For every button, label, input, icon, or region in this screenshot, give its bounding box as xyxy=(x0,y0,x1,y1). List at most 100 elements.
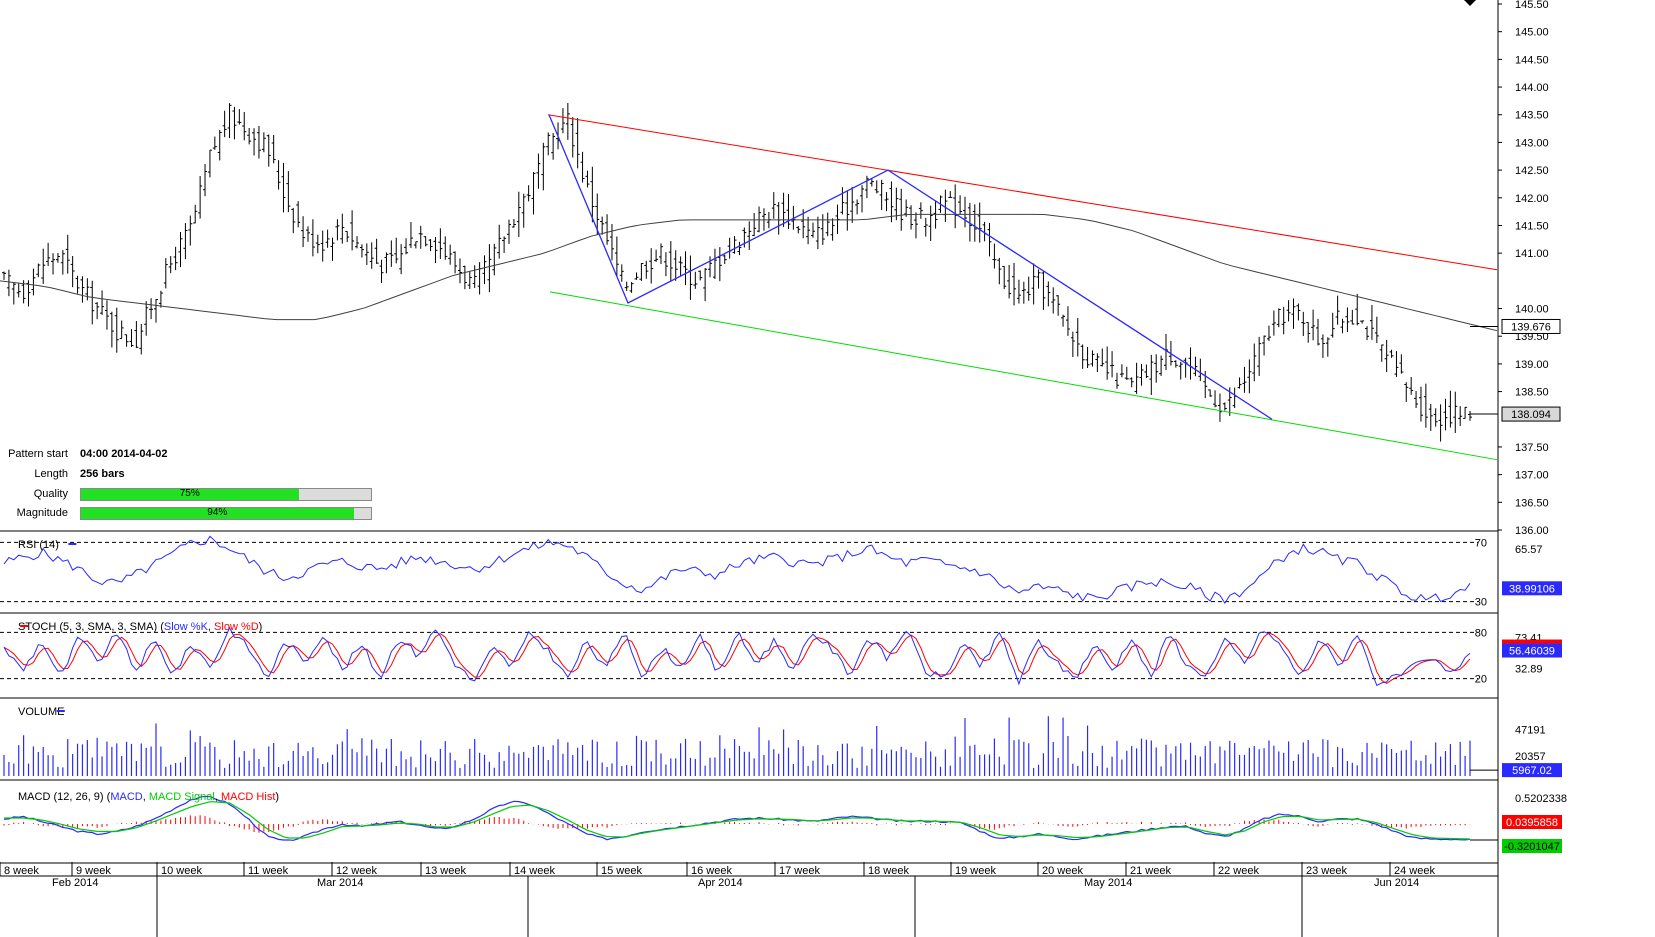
week-label: 24 week xyxy=(1394,865,1435,877)
week-label: 22 week xyxy=(1218,865,1259,877)
week-label: 12 week xyxy=(336,865,377,877)
month-label: Apr 2014 xyxy=(698,877,743,889)
pattern-start-value: 04:00 2014-04-02 xyxy=(80,448,168,460)
magnitude-bar: 94% xyxy=(80,507,372,520)
week-label: 13 week xyxy=(425,865,466,877)
price-tick-label: 144.00 xyxy=(1515,82,1549,94)
rsi-value-text: 38.99106 xyxy=(1509,583,1555,595)
week-label: 10 week xyxy=(161,865,202,877)
price-tick-label: 145.00 xyxy=(1515,27,1549,39)
price-tick-label: 137.00 xyxy=(1515,470,1549,482)
stoch-scale-lower: 32.89 xyxy=(1515,664,1543,676)
rsi-value-box xyxy=(1502,581,1562,596)
volume-value-box xyxy=(1502,763,1562,778)
pattern-quality-label: Quality xyxy=(33,488,68,500)
price-tick-label: 136.00 xyxy=(1515,525,1549,537)
week-label: 14 week xyxy=(514,865,555,877)
price-tick-label: 136.50 xyxy=(1515,497,1549,509)
week-label: 23 week xyxy=(1306,865,1347,877)
rsi-upper-level-label: 70 xyxy=(1475,537,1487,549)
volume-value-text: 5967.02 xyxy=(1512,765,1552,777)
resistance-trendline xyxy=(547,114,1498,271)
price-tick-label: 142.50 xyxy=(1515,165,1549,177)
macd-scale-label: 0.5202338 xyxy=(1515,793,1567,805)
week-label: 8 week xyxy=(4,865,39,877)
pattern-zigzag-line xyxy=(548,114,1273,420)
macd-histogram xyxy=(3,815,1471,833)
price-tick-label: 143.50 xyxy=(1515,110,1549,122)
volume-scale-lower: 20357 xyxy=(1515,751,1546,763)
macd-hist-value-box xyxy=(1502,815,1562,829)
macd-value-box xyxy=(1502,839,1562,853)
price-tick-label: 140.00 xyxy=(1515,304,1549,316)
magnitude-percent: 94% xyxy=(207,507,228,518)
pattern-magnitude-row: Magnitude 94% xyxy=(0,506,380,522)
scroll-marker-icon xyxy=(1464,0,1476,6)
pattern-length-value: 256 bars xyxy=(80,468,125,480)
ma-value-marker-text: 139.676 xyxy=(1511,321,1551,333)
candlestick-bars xyxy=(2,102,1472,442)
quality-percent: 75% xyxy=(179,488,200,499)
price-tick-label: 143.00 xyxy=(1515,137,1549,149)
stoch-d-value-box xyxy=(1502,639,1562,644)
stoch-lower-level-label: 20 xyxy=(1475,674,1487,686)
stoch-title: STOCH (5, 3, SMA, 3, SMA) (Slow %K, Slow… xyxy=(18,621,262,633)
month-label: Jun 2014 xyxy=(1374,877,1419,889)
price-tick-label: 145.50 xyxy=(1515,0,1549,11)
quality-bar-fill xyxy=(81,489,299,500)
price-tick-label: 141.00 xyxy=(1515,248,1549,260)
pattern-start-label: Pattern start xyxy=(8,448,68,460)
price-tick-label: 144.50 xyxy=(1515,54,1549,66)
week-label: 21 week xyxy=(1130,865,1171,877)
month-label: Feb 2014 xyxy=(52,877,98,889)
week-label: 19 week xyxy=(955,865,996,877)
week-label: 18 week xyxy=(868,865,909,877)
pattern-length-row: Length 256 bars xyxy=(0,467,380,483)
price-tick-label: 139.00 xyxy=(1515,359,1549,371)
stoch-k-value-text: 56.46039 xyxy=(1509,646,1555,658)
pattern-start-row: Pattern start 04:00 2014-04-02 xyxy=(0,447,380,463)
macd-hist-value-text: 0.0395858 xyxy=(1506,817,1558,829)
price-tick-label: 139.50 xyxy=(1515,331,1549,343)
price-tick-label: 137.50 xyxy=(1515,442,1549,454)
volume-scale-upper: 47191 xyxy=(1515,724,1546,736)
stoch-slow-d-line xyxy=(3,632,1471,684)
macd-signal-line xyxy=(4,801,1471,840)
quality-bar: 75% xyxy=(80,488,372,501)
pattern-magnitude-label: Magnitude xyxy=(16,507,68,519)
week-label: 20 week xyxy=(1042,865,1083,877)
stoch-upper-level-label: 80 xyxy=(1475,627,1487,639)
price-tick-label: 142.00 xyxy=(1515,193,1549,205)
week-label: 11 week xyxy=(248,865,289,877)
rsi-title: RSI (14) xyxy=(18,539,59,551)
week-label: 9 week xyxy=(76,865,111,877)
week-label: 15 week xyxy=(601,865,642,877)
last-price-marker-box xyxy=(1501,406,1561,422)
rsi-scale-label: 65.57 xyxy=(1515,544,1543,556)
volume-bars xyxy=(3,716,1471,776)
volume-title: VOLUME xyxy=(18,706,64,718)
week-label: 16 week xyxy=(691,865,732,877)
rsi-line xyxy=(3,535,1471,605)
stoch-k-value-box xyxy=(1502,643,1562,658)
pattern-quality-row: Quality 75% xyxy=(0,487,380,503)
month-label: Mar 2014 xyxy=(317,877,363,889)
macd-line xyxy=(3,795,1471,841)
rsi-lower-level-label: 30 xyxy=(1475,597,1487,609)
pattern-length-label: Length xyxy=(34,468,68,480)
price-tick-label: 141.50 xyxy=(1515,220,1549,232)
stoch-slow-k-line xyxy=(3,626,1471,687)
price-tick-label: 138.50 xyxy=(1515,387,1549,399)
last-price-marker-text: 138.094 xyxy=(1511,409,1551,421)
support-trendline xyxy=(549,291,1498,461)
ma-value-marker-box xyxy=(1501,318,1561,334)
moving-average-line xyxy=(0,213,1498,332)
macd-value-text: -0.3201047 xyxy=(1504,841,1560,853)
magnitude-bar-fill xyxy=(81,508,354,519)
week-label: 17 week xyxy=(779,865,820,877)
month-label: May 2014 xyxy=(1084,877,1132,889)
macd-title: MACD (12, 26, 9) (MACD, MACD Signal, MAC… xyxy=(18,791,279,803)
